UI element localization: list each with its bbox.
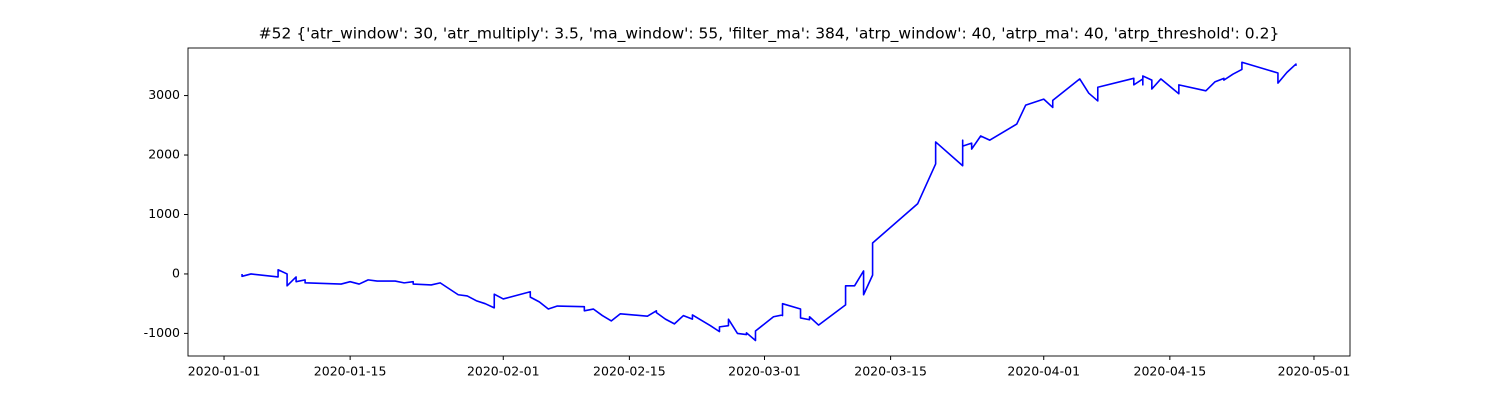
- x-tick-label: 2020-01-01: [188, 364, 261, 379]
- x-tick-label: 2020-01-15: [314, 364, 387, 379]
- x-tick-label: 2020-04-01: [1007, 364, 1080, 379]
- y-tick-label: 1000: [148, 206, 180, 221]
- plot-frame: [187, 47, 1351, 357]
- y-tick-label: 3000: [148, 87, 180, 102]
- x-tick-label: 2020-04-15: [1134, 364, 1207, 379]
- x-tick-label: 2020-03-15: [854, 364, 927, 379]
- x-tick-label: 2020-02-01: [467, 364, 540, 379]
- y-tick-label: 0: [172, 265, 180, 280]
- x-tick-label: 2020-02-15: [593, 364, 666, 379]
- y-tick-label: 2000: [148, 147, 180, 162]
- x-tick-label: 2020-05-01: [1278, 364, 1351, 379]
- line: [241, 61, 1297, 342]
- y-tick-label: -1000: [144, 325, 180, 340]
- chart-title: #52 {'atr_window': 30, 'atr_multiply': 3…: [259, 25, 1280, 44]
- x-tick-label: 2020-03-01: [728, 364, 801, 379]
